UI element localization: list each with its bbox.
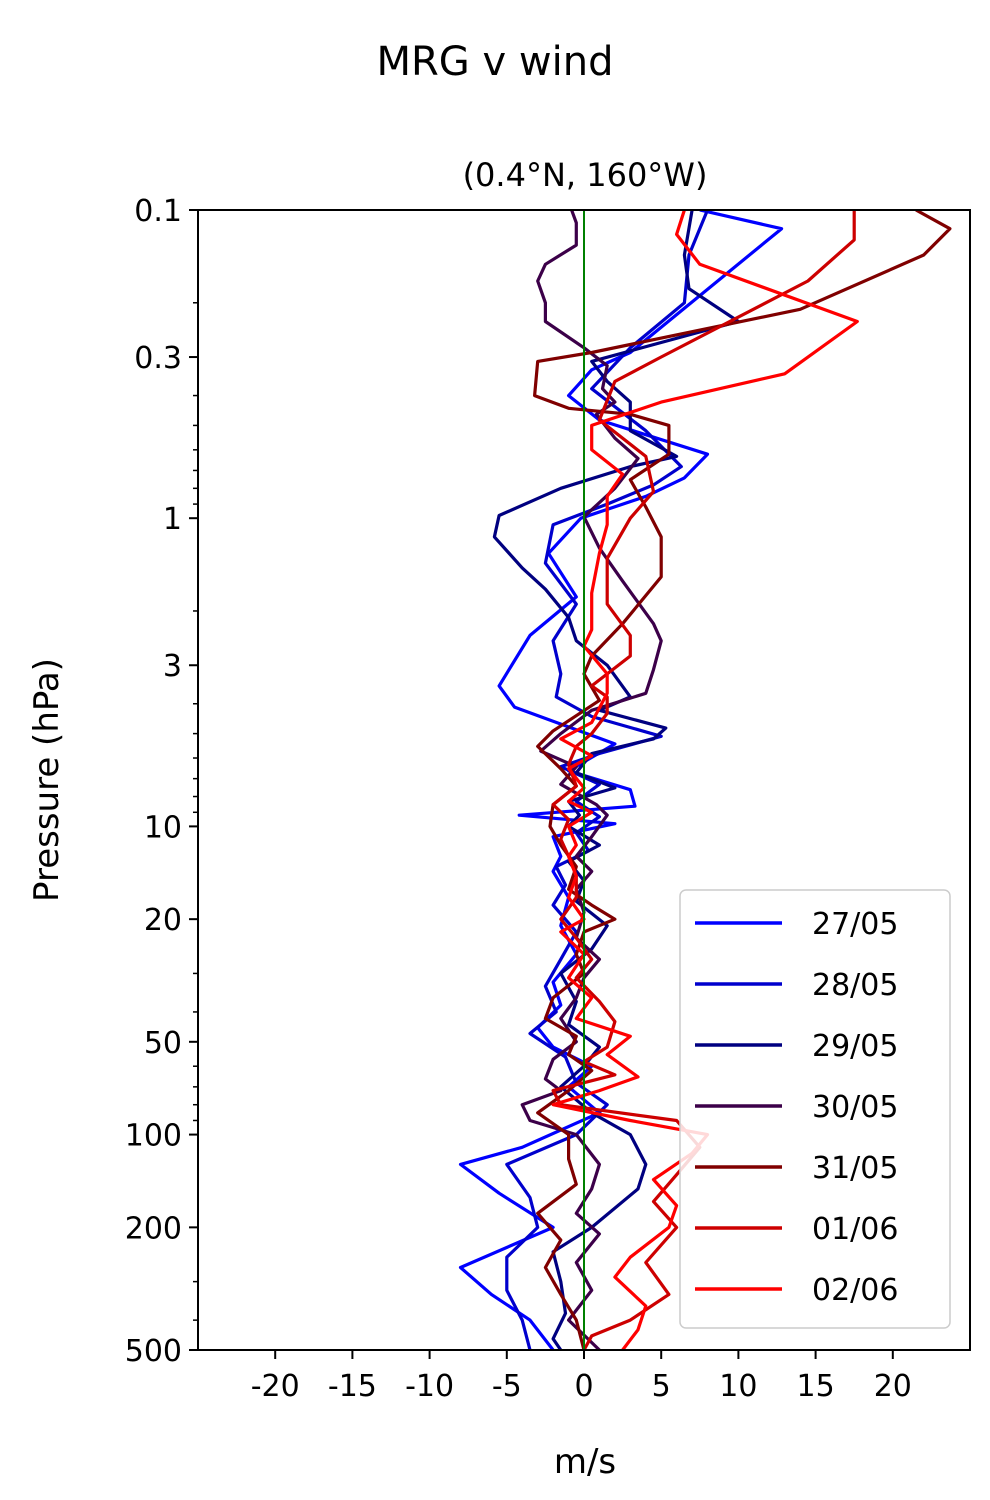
y-tick-label: 0.3 xyxy=(134,341,182,376)
series-line-29-05 xyxy=(492,210,741,1350)
legend-label: 01/06 xyxy=(812,1212,898,1247)
x-tick-label: 10 xyxy=(719,1369,757,1404)
legend-label: 27/05 xyxy=(812,907,898,942)
legend-label: 28/05 xyxy=(812,968,898,1003)
y-tick-label: 0.1 xyxy=(134,194,182,229)
y-axis-label: Pressure (hPa) xyxy=(27,658,67,902)
y-tick-label: 500 xyxy=(125,1334,182,1369)
y-tick-label: 10 xyxy=(144,810,182,845)
legend-label: 29/05 xyxy=(812,1029,898,1064)
y-tick-label: 1 xyxy=(163,502,182,537)
x-tick-label: -5 xyxy=(492,1369,522,1404)
x-tick-label: 0 xyxy=(574,1369,593,1404)
legend-items: 27/05 28/05 29/05 30/05 31/05 01/06 02/06 xyxy=(695,907,898,1308)
x-axis-label: m/s xyxy=(554,1442,616,1482)
y-tick-label: 100 xyxy=(125,1119,182,1154)
chart-title: MRG v wind xyxy=(377,39,614,85)
legend-box xyxy=(679,889,951,1329)
x-tick-label: -15 xyxy=(328,1369,377,1404)
legend-label: 30/05 xyxy=(812,1090,898,1125)
y-axis: 0.1 0.3 1 3 10 20 50 100 200 500 xyxy=(125,194,198,1369)
x-tick-label: -10 xyxy=(405,1369,454,1404)
y-tick-label: 20 xyxy=(144,903,182,938)
y-tick-label: 200 xyxy=(125,1211,182,1246)
y-tick-label: 50 xyxy=(144,1026,182,1061)
legend-label: 02/06 xyxy=(812,1273,898,1308)
x-tick-label: 15 xyxy=(797,1369,835,1404)
x-tick-label: 5 xyxy=(652,1369,671,1404)
y-tick-label: 3 xyxy=(163,649,182,684)
series-line-31-05 xyxy=(532,210,952,1350)
legend: 27/05 28/05 29/05 30/05 31/05 01/06 02/06 xyxy=(679,889,951,1329)
chart-subtitle: (0.4°N, 160°W) xyxy=(463,156,708,194)
x-axis: -20 -15 -10 -5 0 5 10 15 20 xyxy=(251,1350,912,1404)
x-tick-label: 20 xyxy=(874,1369,912,1404)
legend-label: 31/05 xyxy=(812,1151,898,1186)
x-tick-label: -20 xyxy=(251,1369,300,1404)
series-layer xyxy=(458,210,952,1350)
